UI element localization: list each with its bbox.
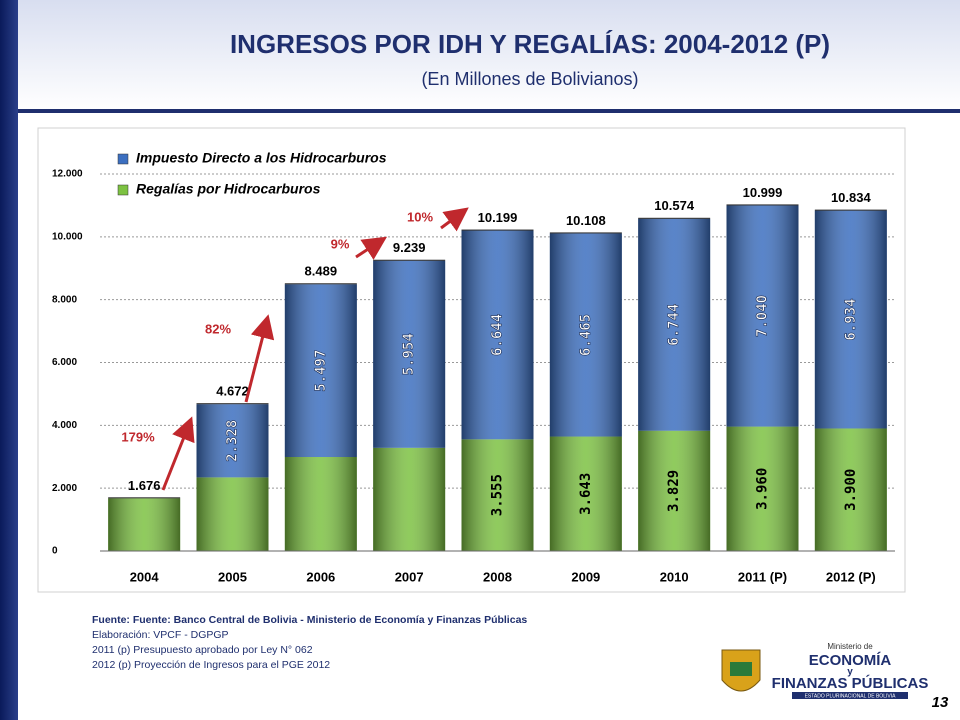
growth-arrow [244,314,275,403]
value-label: 3.900 [843,469,859,511]
growth-arrow [440,207,469,232]
source-line: 2011 (p) Presupuesto aprobado por Ley N°… [92,644,313,656]
total-marker [814,209,887,211]
x-tick-label: 2005 [218,569,247,584]
total-label: 4.672 [216,384,249,399]
chart: 0 2.000 4.000 6.000 8.000 10.000 12.000 1.676 20… [52,169,895,584]
bar-shade [726,205,799,427]
growth-arrow [161,416,195,491]
source-line: Elaboración: VPCF - DGPGP [92,629,229,641]
source-line: 2012 (p) Proyección de Ingresos para el … [92,659,330,671]
growth-label: 10% [407,209,433,224]
total-marker [549,232,622,234]
y-tick-label: 8.000 [52,294,77,305]
y-tick-label: 12.000 [52,169,83,180]
bar-shade [284,457,357,551]
total-marker [461,229,534,231]
side-stripe [0,0,18,720]
logo-bar [792,692,908,699]
logo-text: y [847,667,853,678]
bar-shade [284,284,357,458]
total-marker [373,259,446,261]
sources: Fuente: Fuente: Banco Central de Bolivia… [92,614,527,671]
growth-label: 179% [121,429,155,444]
logo-text: FINANZAS PÚBLICAS [772,674,929,692]
total-label: 10.199 [478,210,518,225]
bar-shade [726,426,799,551]
total-marker [638,217,711,219]
y-tick-label: 10.000 [52,231,83,242]
growth-label: 9% [331,236,350,251]
bar-shade [549,233,622,437]
total-marker [196,403,269,405]
value-label: 6.644 [490,314,506,356]
bar-shade [108,498,181,551]
y-tick-label: 2.000 [52,483,77,494]
y-tick-label: 0 [52,546,58,557]
source-line: Fuente: Fuente: Banco Central de Bolivia… [92,614,527,626]
value-label: 3.829 [666,470,682,512]
y-tick-label: 6.000 [52,357,77,368]
total-marker [108,497,181,499]
x-tick-label: 2009 [571,569,600,584]
subtitle: (En Millones de Bolivianos) [421,69,638,89]
x-tick-label: 2007 [395,569,424,584]
value-label: 6.465 [578,314,594,356]
bar-shade [549,436,622,551]
total-marker [284,283,357,285]
bar-shade [461,439,534,551]
legend: Impuesto Directo a los Hidrocarburos Rega… [117,150,387,197]
bar-shade [373,260,446,448]
bar-shade [638,430,711,551]
total-label: 10.108 [566,213,606,228]
logo-text: ECONOMÍA [809,652,892,669]
x-tick-label: 2008 [483,569,512,584]
bar-shade [196,477,269,551]
total-label: 1.676 [128,478,161,493]
total-label: 9.239 [393,240,426,255]
value-label: 3.960 [755,468,771,510]
title: INGRESOS POR IDH Y REGALÍAS: 2004-2012 (… [230,29,830,59]
x-tick-label: 2006 [306,569,335,584]
logo-text: ESTADO PLURINACIONAL DE BOLIVIA [805,693,897,699]
total-label: 10.834 [831,190,872,205]
coat-detail [730,662,752,676]
total-label: 10.574 [654,198,695,213]
bar-shade [196,404,269,478]
bar-shade [373,447,446,551]
total-label: 8.489 [305,264,338,279]
growth-arrow [355,236,388,260]
header-bg [0,0,960,110]
x-tick-label: 2004 [130,569,160,584]
bar-shade [461,230,534,440]
bar-shade [638,218,711,431]
legend-swatch [117,184,129,196]
value-label: 2.328 [225,420,241,462]
value-label: 6.744 [666,304,682,346]
bar-shade [814,428,887,551]
growth-label: 82% [205,321,231,336]
logo-text: Ministerio de [827,642,873,651]
value-label: 5.497 [313,350,329,392]
y-tick-label: 4.000 [52,420,77,431]
value-label: 6.934 [843,298,859,340]
logo: Ministerio de ECONOMÍA y FINANZAS PÚBLIC… [721,642,929,699]
total-marker [726,204,799,206]
legend-label: Regalías por Hidrocarburos [136,181,321,197]
bar-shade [814,210,887,429]
total-label: 10.999 [743,185,783,200]
legend-swatch [117,153,129,165]
value-label: 3.555 [490,474,506,516]
page-number: 13 [932,694,949,711]
x-tick-label: 2011 (P) [738,569,787,584]
legend-label: Impuesto Directo a los Hidrocarburos [136,150,387,166]
x-tick-label: 2012 (P) [826,569,876,584]
value-label: 3.643 [578,473,594,515]
value-label: 7.040 [755,295,771,337]
header-rule [18,109,960,113]
value-label: 5.954 [401,333,417,375]
x-tick-label: 2010 [660,569,689,584]
